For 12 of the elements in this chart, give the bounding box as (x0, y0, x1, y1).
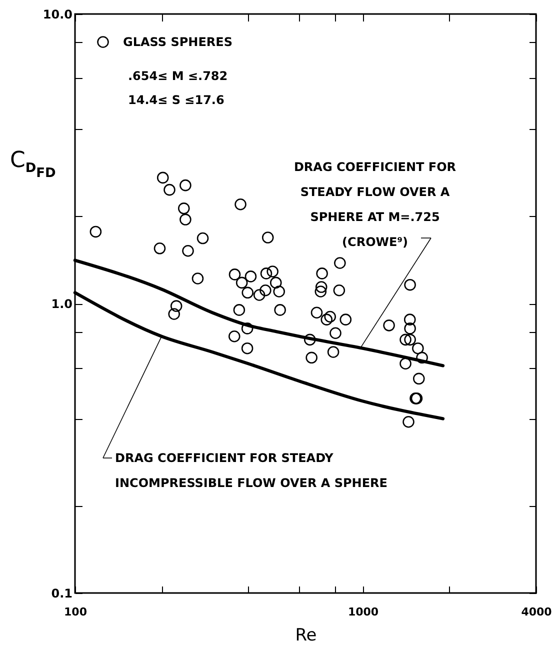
annotation: DRAG COEFFICIENT FOR STEADY INCOMPRESSIBLE FLOW OVER A SPHERE (115, 451, 388, 490)
x-tick-label: 4000 (521, 606, 552, 618)
legend-label: GLASS SPHERES (123, 35, 232, 49)
x-tick-label: 100 (64, 606, 88, 618)
y-tick-label: 0.1 (51, 586, 72, 600)
annotation: 14.4≤ S ≤17.6 (128, 93, 224, 107)
x-axis-title: Re (295, 626, 317, 646)
annotation: DRAG COEFFICIENT FOR STEADY FLOW OVER A SPHERE AT M=.725 (CROWE⁹) (294, 160, 456, 249)
y-tick-label: 1.0 (51, 297, 72, 311)
x-tick-label: 1000 (348, 606, 379, 618)
annotation: .654≤ M ≤.782 (128, 69, 228, 83)
y-tick-label: 10.0 (42, 8, 72, 22)
